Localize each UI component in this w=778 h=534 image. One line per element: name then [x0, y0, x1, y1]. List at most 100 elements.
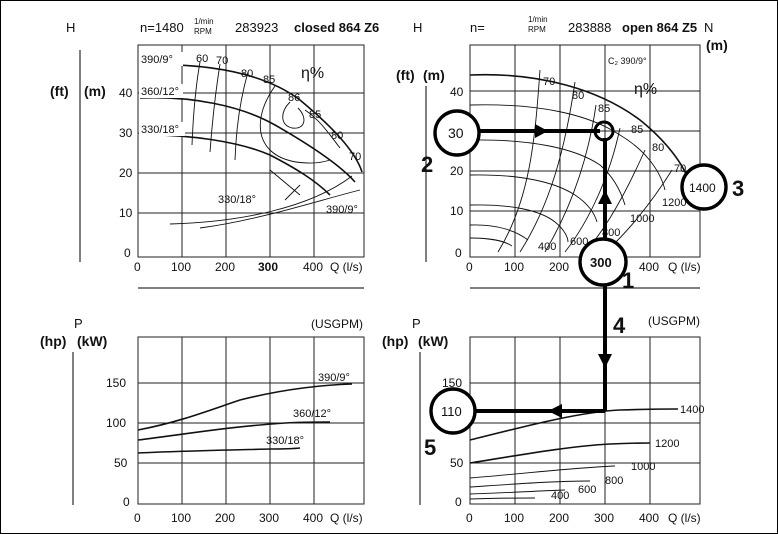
callout-circle-speed — [680, 163, 728, 211]
step-number-4: 4 — [613, 313, 626, 338]
bl-ytick: 50 — [114, 456, 128, 470]
tl-eff-label: 60 — [196, 53, 208, 65]
tl-unit-bottom: RPM — [194, 27, 212, 36]
br-p-label: P — [412, 316, 421, 331]
step-number-1: 1 — [622, 268, 634, 293]
tr-unit-top: 1/min — [528, 15, 548, 24]
tr-n-label: n= — [470, 20, 485, 35]
bl-kw-label: (kW) — [77, 333, 107, 349]
bl-plot-frame — [137, 336, 365, 505]
tr-rpm-label: 400 — [538, 241, 556, 253]
bl-ytick: 150 — [106, 376, 126, 390]
bl-ytick: 100 — [106, 416, 126, 430]
br-rpm-label: 400 — [551, 490, 569, 502]
tl-unit-top: 1/min — [194, 17, 214, 26]
tr-n-unit: (m) — [706, 37, 728, 53]
bl-hp-label: (hp) — [40, 333, 66, 349]
tl-curve-label: 330/18° — [218, 194, 256, 206]
tr-eff-curve — [497, 69, 541, 253]
br-power-curve — [469, 489, 566, 495]
tl-ytick: 40 — [119, 86, 133, 100]
tl-eff-curve — [209, 63, 221, 153]
bl-p-label: P — [74, 316, 83, 331]
tl-curve-label: 360/12° — [141, 86, 179, 98]
tr-eff-curve — [544, 104, 597, 253]
tr-eff-label: 80 — [652, 142, 664, 154]
tr-xtick: 200 — [549, 260, 569, 274]
bl-xtick: 100 — [171, 511, 191, 525]
tl-eff-label: 86 — [288, 92, 300, 104]
operating-point-marker — [593, 120, 615, 142]
tl-h-label: H — [66, 20, 75, 35]
tl-x-label: Q (l/s) — [330, 260, 363, 274]
br-usgpm: (USGPM) — [648, 314, 700, 328]
tl-xtick: 100 — [171, 260, 191, 274]
tl-label-bg — [139, 84, 183, 98]
arrow-head-down — [598, 354, 612, 368]
tr-rpm-label: 1000 — [630, 213, 654, 225]
tr-plot-frame — [469, 44, 701, 258]
callout-circle-flow — [578, 237, 628, 287]
bl-xtick: 400 — [303, 511, 323, 525]
tr-head-curve — [469, 73, 691, 186]
tr-eff-label: 70 — [543, 76, 555, 88]
bl-power-curve-330 — [137, 447, 301, 454]
bl-ytick: 0 — [123, 495, 130, 509]
step-number-2: 2 — [421, 152, 433, 177]
tl-eta-label: η% — [301, 65, 324, 82]
tl-low-curve-390 — [199, 189, 361, 229]
tr-rpm-label: 600 — [570, 236, 588, 248]
tr-x-label: Q (l/s) — [668, 260, 701, 274]
tr-code: 283888 — [568, 20, 611, 35]
step-number-3: 3 — [732, 176, 744, 201]
tr-ytick: 40 — [450, 85, 464, 99]
br-ytick: 150 — [442, 376, 462, 390]
tl-xtick: 0 — [134, 260, 141, 274]
br-power-curve — [469, 442, 651, 464]
tl-eff-label: 85 — [309, 109, 321, 121]
top-left-panel: H n=1480 1/min RPM 283923 closed 864 Z6 … — [50, 17, 379, 289]
tl-eff-curve — [282, 101, 305, 129]
tr-m-label: (m) — [423, 67, 445, 83]
tr-ytick: 20 — [450, 164, 464, 178]
tl-eff-curve — [191, 61, 201, 146]
tr-eff-curve — [519, 81, 576, 253]
br-xtick: 300 — [594, 511, 614, 525]
arrow-head-up — [598, 190, 612, 204]
tl-model: closed 864 Z6 — [294, 20, 379, 35]
tl-eff-curve — [304, 109, 341, 149]
tl-plot-frame — [137, 44, 365, 258]
br-ytick: 50 — [450, 456, 464, 470]
callout-circle-head — [433, 109, 481, 157]
bottom-left-panel: P (hp) (kW) (USGPM) 150 100 50 0 0 100 2… — [40, 316, 365, 525]
tr-eff-label: 80 — [572, 90, 584, 102]
tl-marker — [284, 184, 301, 201]
br-power-curve — [469, 497, 536, 500]
bl-x-label: Q (l/s) — [330, 511, 363, 525]
tl-label-bg — [139, 122, 185, 136]
tl-m-label: (m) — [84, 83, 106, 99]
br-hp-label: (hp) — [382, 333, 408, 349]
selection-path: 30 300 1400 110 2 3 1 4 5 — [421, 109, 744, 460]
br-rpm-label: 600 — [578, 484, 596, 496]
tl-xtick: 300 — [258, 260, 278, 274]
step-number-5: 5 — [424, 435, 436, 460]
tr-eta-label: η% — [634, 81, 657, 98]
tr-ft-label: (ft) — [396, 67, 415, 83]
tl-eff-label: 80 — [331, 130, 343, 142]
arrow-head-right — [535, 124, 548, 138]
bl-curve-label: 330/18° — [266, 435, 304, 447]
tr-h-label: H — [413, 20, 422, 35]
tl-xtick: 200 — [215, 260, 235, 274]
tl-head-curve-390 — [139, 63, 363, 173]
tr-head-curve — [469, 204, 569, 243]
bottom-right-panel: P (hp) (kW) (USGPM) 150 50 0 0 100 200 3… — [382, 314, 704, 525]
tr-n-suffix: N — [704, 20, 713, 35]
tr-eff-label: 85 — [631, 124, 643, 136]
bl-usgpm: (USGPM) — [311, 317, 363, 331]
tl-n-label: n=1480 — [140, 20, 184, 35]
tr-ytick: 0 — [455, 246, 462, 260]
